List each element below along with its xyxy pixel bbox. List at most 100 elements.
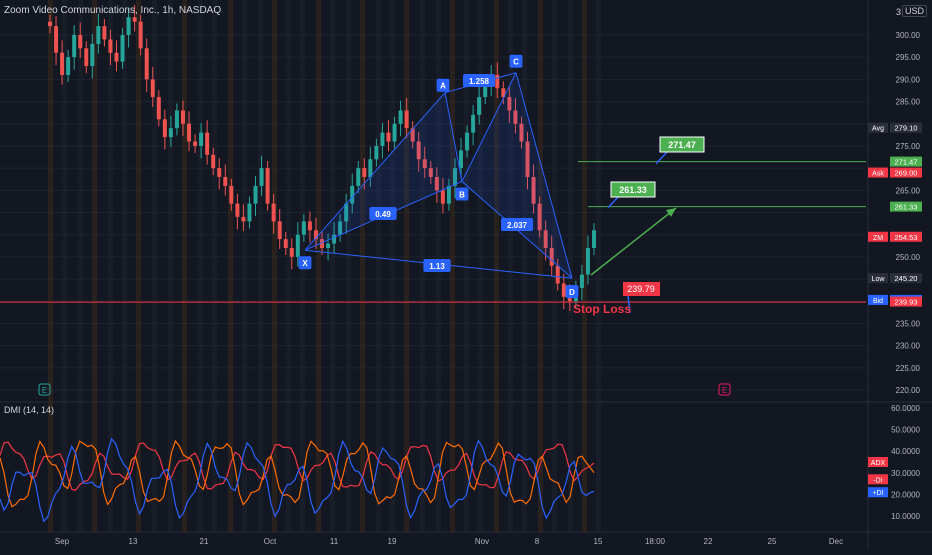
session-band — [198, 0, 203, 532]
candle — [66, 50, 71, 83]
candle — [392, 116, 397, 149]
candle — [422, 146, 427, 178]
session-band — [478, 0, 483, 532]
candle — [235, 193, 240, 230]
candle — [205, 120, 210, 165]
price-label: Ask 269.00 — [868, 167, 922, 178]
price-tick-label: 295.00 — [896, 53, 921, 62]
candle-body — [271, 203, 276, 222]
session-band — [62, 0, 67, 532]
price-label-name-bg — [868, 273, 888, 284]
candle-body — [350, 185, 355, 204]
candle — [519, 116, 524, 149]
price-label-name: Bid — [873, 298, 883, 305]
candle-body — [126, 17, 131, 35]
point-a-label: A — [440, 82, 446, 91]
price-label-name: Low — [872, 276, 886, 283]
ratio-ac-box — [463, 74, 495, 87]
candle-body — [180, 110, 185, 124]
currency-label[interactable]: USD — [902, 5, 928, 17]
candle-body — [592, 230, 596, 248]
price-tick-label: 265.00 — [896, 186, 921, 195]
candle-body — [289, 248, 294, 257]
point-x: X — [298, 256, 312, 270]
price-tick-label: 300.00 — [896, 31, 921, 40]
scale-badge: 3 — [896, 7, 902, 17]
time-tick-label: 21 — [200, 537, 209, 546]
stop-loss-price: 239.79 — [627, 284, 655, 294]
candle — [265, 161, 270, 211]
candle — [380, 122, 385, 159]
candle — [501, 81, 506, 105]
ratio-bd-label: 2.037 — [507, 221, 528, 230]
candle-body — [48, 21, 52, 27]
point-d-label: D — [569, 288, 575, 297]
price-label-value: 271.47 — [895, 158, 918, 167]
stop-loss-label: Stop Loss — [573, 302, 631, 316]
price-label-value: 261.33 — [895, 203, 918, 212]
candle-body — [150, 79, 155, 98]
target-box-1-box — [659, 136, 705, 153]
price-label-value: 239.93 — [895, 298, 918, 307]
price-label-value: 254.53 — [895, 233, 918, 242]
dmi-value-label: +DI — [868, 487, 888, 498]
candle-body — [380, 132, 385, 146]
candle — [537, 196, 542, 238]
candle — [350, 173, 355, 214]
time-tick-label: 25 — [768, 537, 777, 546]
candle-body — [392, 123, 397, 142]
price-label-value-bg — [890, 273, 922, 284]
candle-body — [114, 52, 119, 62]
target-box-2: 261.33 — [607, 181, 656, 209]
session-band — [390, 0, 395, 532]
time-tick-label: Nov — [475, 537, 489, 546]
price-tick-label: 225.00 — [896, 364, 921, 373]
session-band — [508, 0, 513, 532]
candle — [525, 131, 530, 190]
candle — [72, 25, 77, 70]
candle — [320, 232, 324, 256]
session-band — [152, 0, 157, 532]
point-c-label: C — [513, 58, 519, 67]
candle-body — [585, 248, 590, 275]
price-label-name-bg — [868, 231, 888, 242]
price-label-value-bg — [890, 167, 922, 178]
ratio-xb: 0.49 — [369, 207, 397, 220]
point-b: B — [455, 187, 469, 201]
candle — [108, 29, 113, 66]
session-band — [272, 0, 277, 532]
session-band — [538, 0, 543, 532]
session-band — [568, 0, 573, 532]
candle — [84, 41, 89, 74]
time-tick-label: 19 — [388, 537, 397, 546]
candle-body — [211, 154, 216, 169]
candle-body — [187, 123, 192, 142]
candle — [180, 100, 185, 137]
pattern-triangle-xab — [305, 92, 462, 251]
chart-title: Zoom Video Communications, Inc., 1h, NAS… — [4, 5, 222, 16]
time-tick-label: 22 — [704, 537, 713, 546]
session-band — [376, 0, 381, 532]
candle — [386, 120, 391, 152]
candle-body — [579, 274, 584, 288]
candle-body — [537, 203, 542, 231]
candle — [477, 84, 482, 125]
target-box-2-box — [610, 181, 656, 198]
candle — [338, 214, 343, 242]
candles — [48, 4, 596, 312]
price-label-value-bg — [890, 122, 922, 133]
candle-body — [471, 114, 476, 133]
session-band — [582, 0, 587, 532]
dmi-tick-label: 20.0000 — [891, 490, 920, 499]
candle-body — [368, 159, 373, 177]
price-label-value: 279.10 — [895, 124, 918, 133]
point-a-box — [436, 78, 450, 92]
ratio-xb-box — [369, 207, 397, 220]
candle-body — [543, 230, 548, 248]
candle-body — [519, 123, 524, 142]
event-marker-1: E — [38, 383, 51, 396]
candle — [217, 158, 222, 190]
pattern-triangle-bcd — [462, 72, 572, 279]
stop-loss-box-bg — [623, 282, 660, 296]
